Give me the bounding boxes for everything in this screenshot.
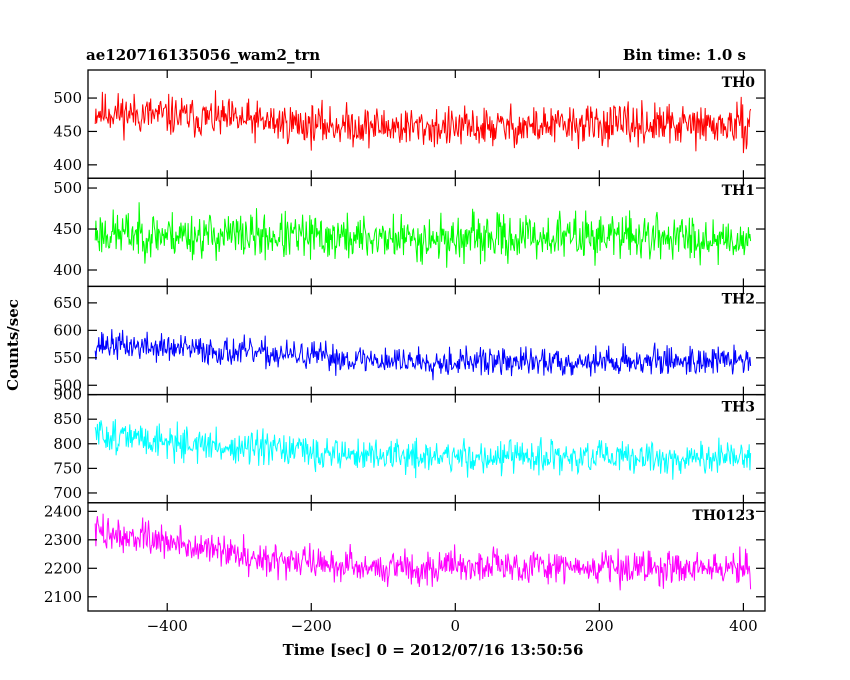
- panel-label: TH1: [722, 183, 755, 199]
- y-tick-label: 850: [53, 410, 82, 428]
- panel-th1: 400 450 500 TH1: [53, 177, 766, 288]
- y-tick-label: 500: [53, 89, 82, 107]
- x-tick-label: 0: [451, 617, 461, 635]
- x-axis-label: Time [sec] 0 = 2012/07/16 13:50:56: [283, 641, 584, 659]
- panel-th2: 500 550 600 650 TH2: [53, 285, 766, 396]
- y-tick-label: 700: [53, 484, 82, 502]
- y-tick-label: 500: [53, 179, 82, 197]
- y-tick-label: 650: [53, 294, 82, 312]
- y-tick-label: 450: [53, 122, 82, 140]
- series-th3-line: [94, 419, 752, 480]
- panel-th0123: 2100 2200 2300 2400 TH0123: [44, 502, 766, 612]
- x-tick-label: 400: [729, 617, 758, 635]
- series-th2-line: [94, 329, 752, 381]
- x-tick-label: −200: [291, 617, 332, 635]
- panel-th0: 400 450 500 TH0: [53, 69, 766, 179]
- y-tick-label: 400: [53, 156, 82, 174]
- panel-frame: [87, 285, 766, 396]
- y-tick-label: 900: [53, 386, 82, 404]
- y-tick-label: 2200: [44, 559, 82, 577]
- y-tick-label: 2100: [44, 588, 82, 606]
- y-tick-label: 400: [53, 261, 82, 279]
- series-th1-line: [94, 202, 752, 268]
- panel-frame: [87, 502, 766, 612]
- series-th0-line: [94, 90, 752, 154]
- panel-th3: 700 750 800 850 900 TH3: [53, 386, 766, 504]
- y-tick-label: 800: [53, 435, 82, 453]
- y-axis-label: Counts/sec: [4, 299, 22, 391]
- panels-group: 400 450 500 TH0 400 450 500 TH1 500 550 600 650 TH2 7…: [44, 69, 766, 635]
- panel-label: TH0: [722, 75, 756, 91]
- y-tick-label: 750: [53, 459, 82, 477]
- chart-title: ae120716135056_wam2_trn: [86, 46, 320, 64]
- x-tick-label: −400: [147, 617, 188, 635]
- panel-label: TH2: [722, 291, 755, 307]
- series-th0123-line: [94, 513, 752, 591]
- y-tick-label: 600: [53, 321, 82, 339]
- panel-label: TH3: [722, 400, 755, 416]
- y-tick-label: 550: [53, 349, 82, 367]
- y-tick-label: 2400: [44, 502, 82, 520]
- panel-label: TH0123: [692, 508, 755, 524]
- bin-time-label: Bin time: 1.0 s: [623, 46, 746, 64]
- y-tick-label: 2300: [44, 531, 82, 549]
- y-tick-label: 450: [53, 220, 82, 238]
- panel-frame: [87, 177, 766, 288]
- y-tick-label: 500: [53, 376, 82, 394]
- x-tick-label: 200: [585, 617, 614, 635]
